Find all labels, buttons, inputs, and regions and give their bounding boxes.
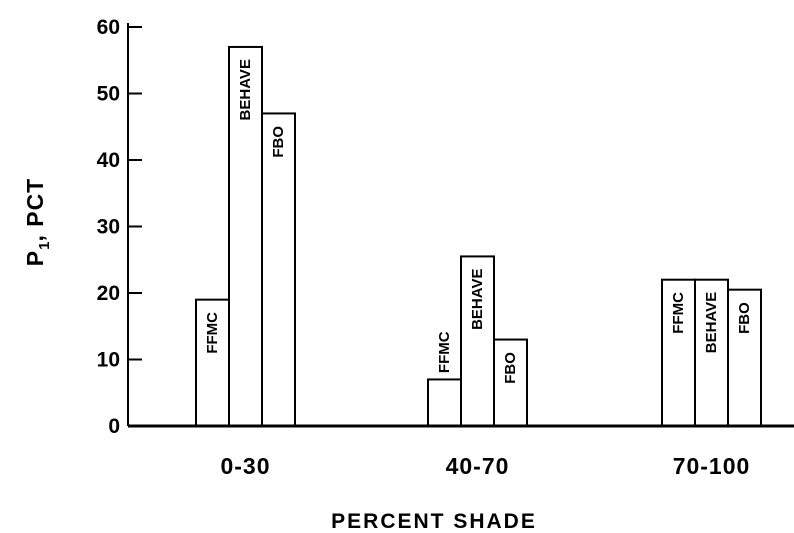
y-axis-title-main: P [22,250,48,266]
x-axis-title: PERCENT SHADE [331,510,537,533]
y-axis-title-rest: , PCT [22,178,48,242]
bar-group-0-30: FFMC BEHAVE FBO [195,45,296,427]
x-category-label: 0-30 [220,453,270,479]
y-axis-title: P1, PCT [22,178,53,266]
bar-ffmc [195,298,230,427]
y-tick-label: 30 [97,216,120,239]
x-category-label: 40-70 [446,453,510,479]
x-category-label: 70-100 [673,453,751,479]
y-tick-label: 0 [108,415,120,438]
y-axis-title-subscript: 1 [36,242,53,250]
bar-label-fbo: FBO [502,352,519,384]
y-tick-label: 50 [97,83,120,106]
bar-label-fbo: FBO [270,126,287,158]
y-tick-label: 20 [97,282,120,305]
y-tick-label: 10 [97,349,120,372]
y-tick-label: 40 [97,149,120,172]
bar-group-70-100: FFMC BEHAVE FBO [661,278,762,428]
bar-fbo [261,112,296,427]
bars: FFMC BEHAVE FBO FFMC BEHAVE FBO FFMC BEHAVE FBO [195,45,762,428]
bar-label-ffmc: FFMC [204,312,221,354]
y-tick-label: 60 [97,16,120,39]
bar-label-ffmc: FFMC [436,331,453,373]
bar-fbo [493,338,528,427]
y-axis: 0 10 20 30 40 50 60 [97,16,142,438]
bar-label-behave: BEHAVE [703,292,720,353]
x-axis: 0-30 40-70 70-100 [128,424,794,479]
bar-label-behave: BEHAVE [469,269,486,330]
bar-fbo [727,288,762,427]
bar-group-40-70: FFMC BEHAVE FBO [427,255,528,428]
bar-label-ffmc: FFMC [670,292,687,334]
bar-behave [694,278,729,428]
bar-label-behave: BEHAVE [237,59,254,120]
bar-label-fbo: FBO [736,302,753,334]
bar-ffmc [427,378,462,428]
